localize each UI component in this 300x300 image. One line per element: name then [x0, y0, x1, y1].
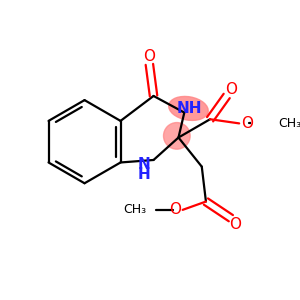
Text: O: O [143, 49, 155, 64]
Text: N: N [137, 158, 150, 172]
Text: NH: NH [176, 101, 202, 116]
Text: O: O [225, 82, 237, 97]
Text: O: O [229, 217, 241, 232]
Ellipse shape [169, 97, 208, 120]
Text: CH₃: CH₃ [123, 203, 146, 216]
Text: O: O [241, 116, 253, 131]
Text: H: H [137, 167, 150, 182]
Text: CH₃: CH₃ [278, 117, 300, 130]
Text: O: O [169, 202, 181, 217]
Circle shape [164, 123, 190, 149]
